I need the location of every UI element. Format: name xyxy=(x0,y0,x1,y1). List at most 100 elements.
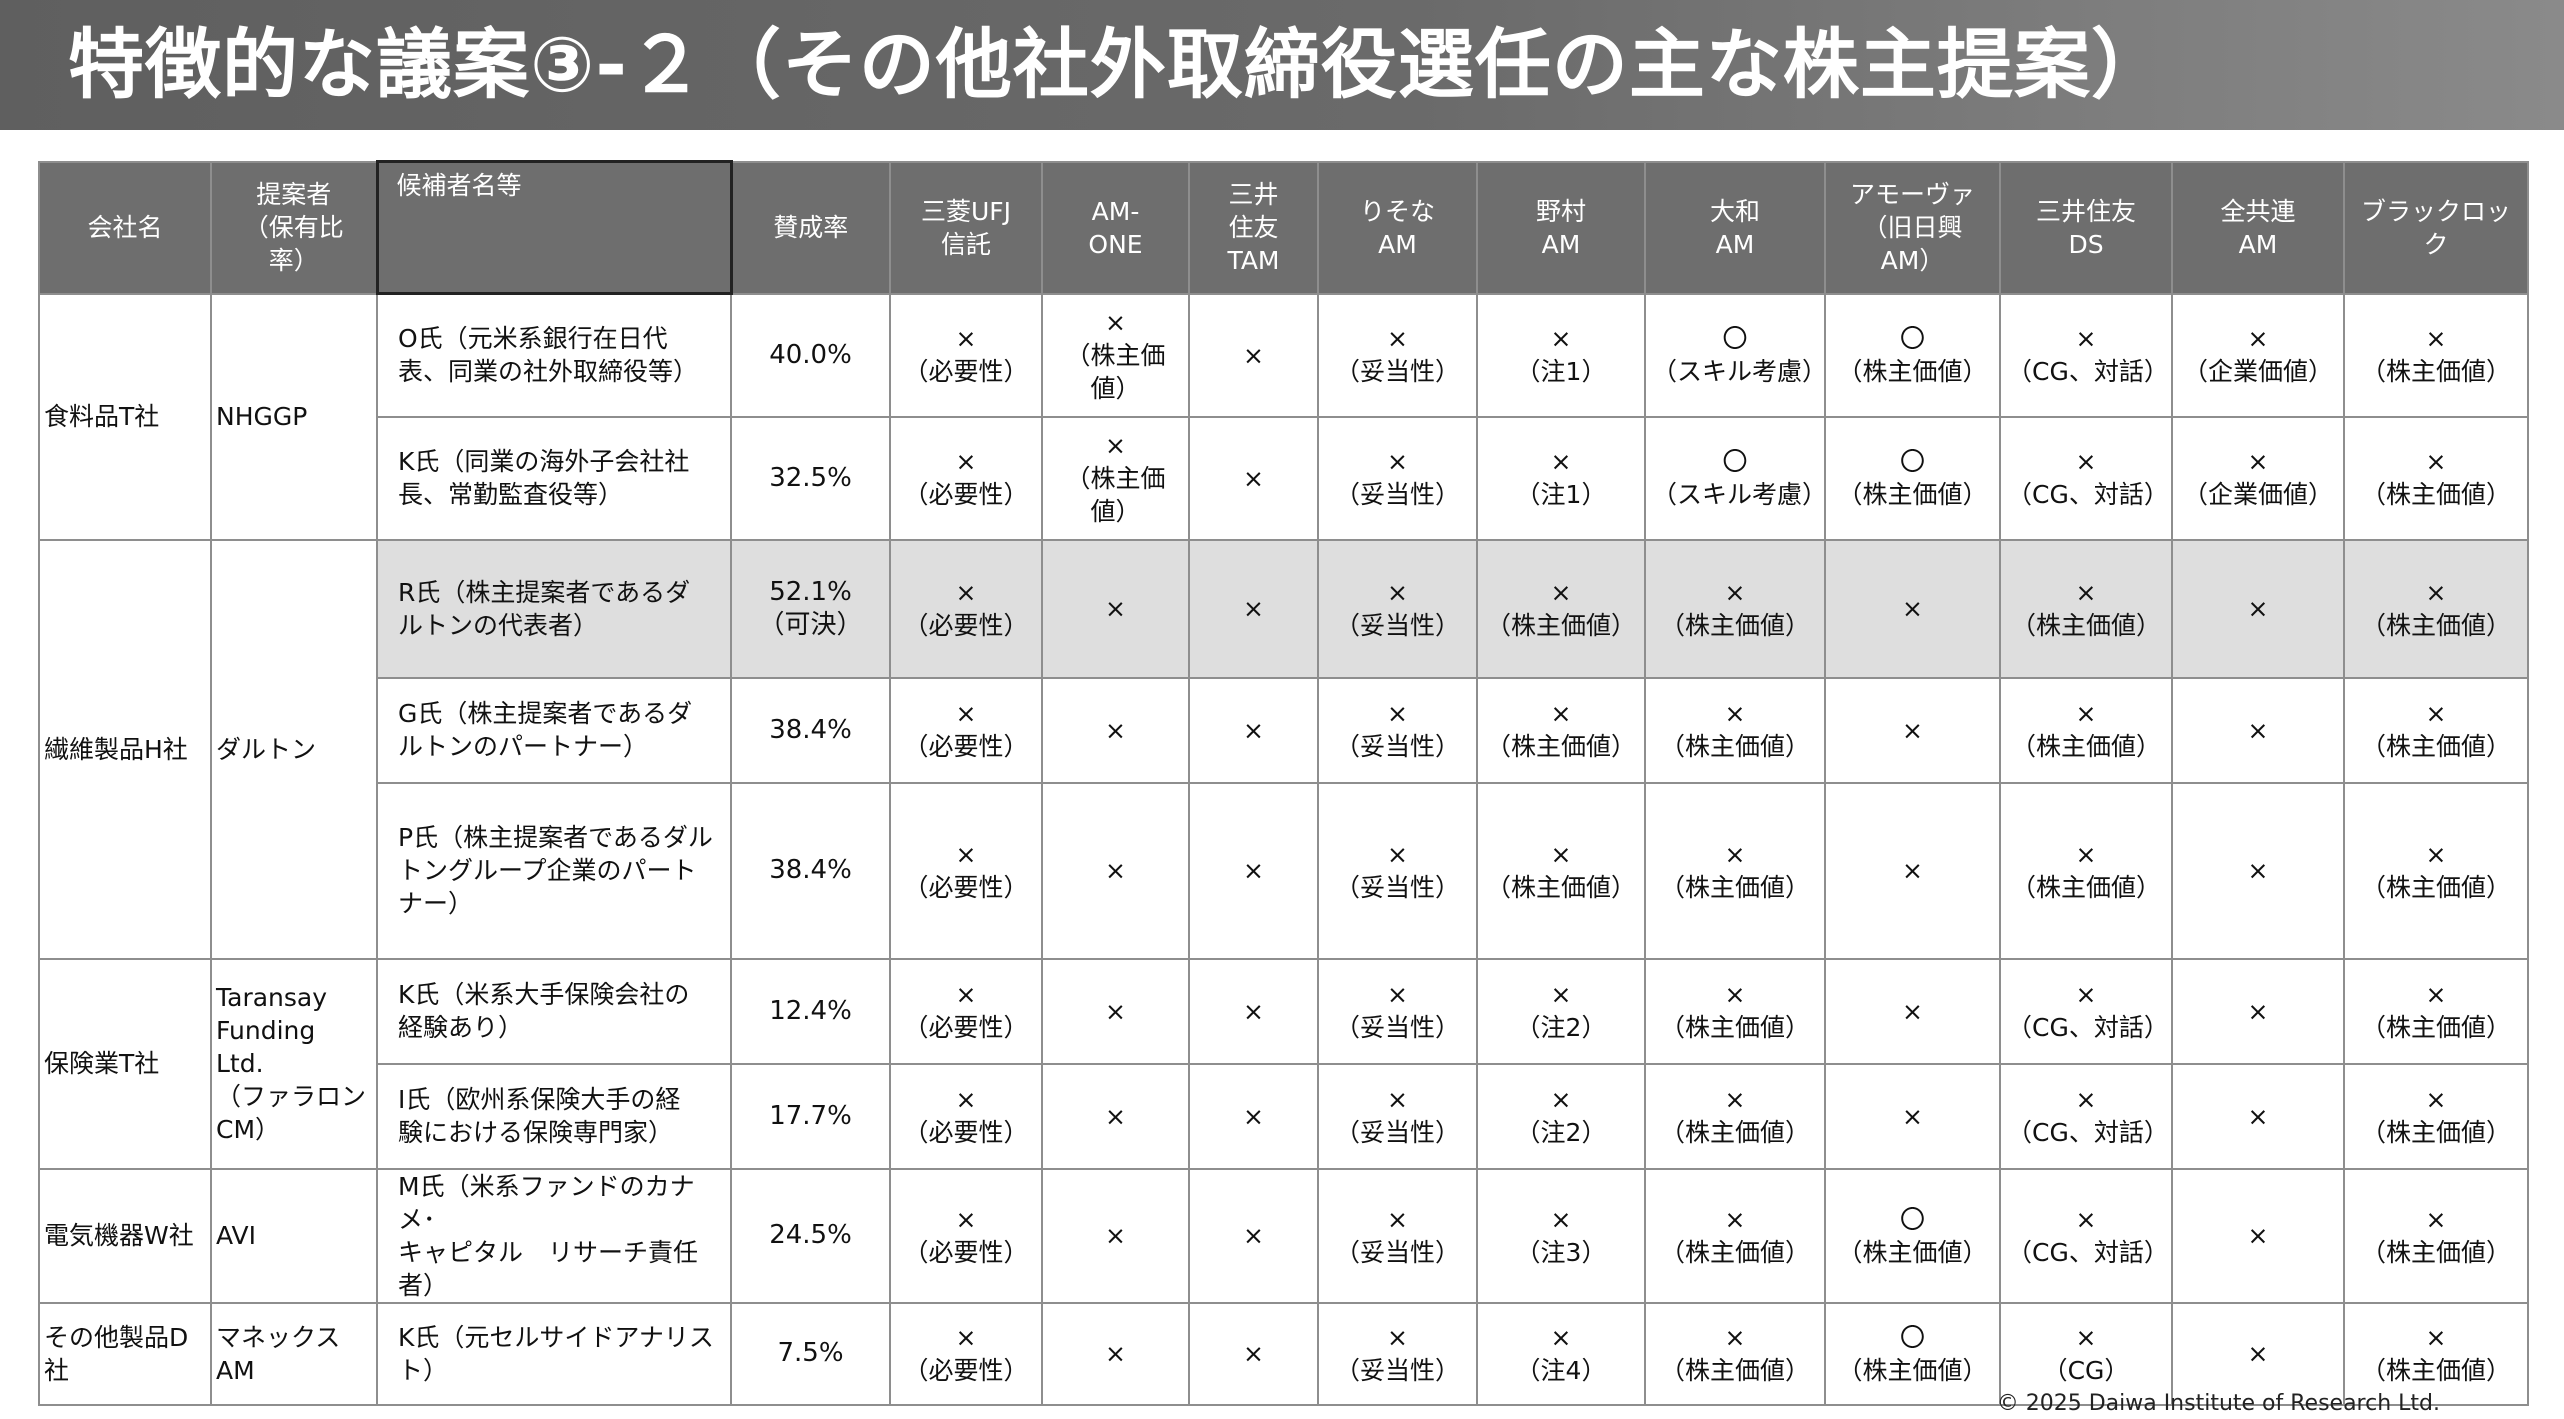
cell-line: （必要性） xyxy=(903,1237,1029,1267)
vote-cell: × （株主価値） xyxy=(1041,292,1190,418)
header-investor: 全共連 AM xyxy=(2171,160,2345,295)
vote-cell: × （必要性） xyxy=(889,292,1043,418)
cell-line: NHGGP xyxy=(216,402,308,431)
header-investor: りそな AM xyxy=(1317,160,1478,295)
cell-line: 三井 xyxy=(1228,180,1279,209)
header-investor: 三井住友 DS xyxy=(1999,160,2173,295)
cell-line: （必要性） xyxy=(903,1118,1029,1147)
vote-cell: × （CG、対話） xyxy=(1999,292,2173,418)
vote-cell: × （企業価値） xyxy=(2171,415,2345,541)
cell-line: × xyxy=(1105,1339,1126,1368)
page-title: 特徴的な議案③-２（その他社外取締役選任の主な株主提案） xyxy=(68,20,2168,109)
cell-line: × xyxy=(1243,856,1264,885)
cell-line: （株主価値） xyxy=(1659,1237,1810,1267)
cell-line: × xyxy=(1550,1085,1572,1114)
cell-line: （株主価値） xyxy=(1485,610,1636,640)
approval-rate-cell: 12.4% xyxy=(730,957,891,1065)
approval-rate-cell: 32.5% xyxy=(730,415,891,541)
cell-line: （CG、対話） xyxy=(2007,1118,2169,1147)
table-row: I氏（欧州系保険大手の経 験における保険専門家） 17.7% × （必要性） × × × （妥当… xyxy=(39,1062,2529,1170)
cell-line: （可決） xyxy=(758,609,863,640)
vote-cell: × （株主価値） xyxy=(2343,1167,2529,1304)
cell-line: × xyxy=(1105,1101,1126,1131)
cell-line: × xyxy=(1387,447,1408,476)
cell-line: （株主価値） xyxy=(2360,1237,2511,1267)
header-investor: 三菱UFJ 信託 xyxy=(889,160,1043,295)
vote-cell: × （株主価値） xyxy=(1644,781,1826,960)
vote-cell: × （株主価値） xyxy=(1476,538,1646,679)
cell-line: （株主価値） xyxy=(2360,1118,2511,1147)
cell-line: ルトンのパートナー） xyxy=(398,732,649,761)
cell-line: × xyxy=(955,980,977,1009)
cell-line: × xyxy=(2075,980,2097,1009)
cell-line: （株主価値） xyxy=(2360,357,2511,386)
cell-line: Taransay xyxy=(216,983,328,1012)
cell-line: ルトンの代表者） xyxy=(398,610,599,640)
vote-cell: × （株主価値） xyxy=(1041,415,1190,541)
cell-line: 率） xyxy=(268,246,319,275)
cell-line: × xyxy=(2247,1339,2269,1368)
candidate-cell: M氏（米系ファンドのカナメ･ キャピタル リサーチ責任者） xyxy=(376,1167,732,1304)
vote-cell: × （注3） xyxy=(1476,1167,1646,1304)
vote-cell: × xyxy=(1041,538,1190,679)
cell-line: 電気機器W社 xyxy=(44,1221,194,1250)
cell-line: 長、常勤監査役等） xyxy=(398,480,624,509)
vote-cell: × xyxy=(2171,676,2345,784)
cell-line: キャピタル リサーチ責任者） xyxy=(398,1237,699,1300)
cell-line: × xyxy=(2075,1204,2097,1234)
cell-line: × xyxy=(1387,324,1408,353)
cell-line: × xyxy=(1550,577,1572,607)
cell-line: AM xyxy=(2238,229,2278,259)
vote-cell: × （株主価値） xyxy=(1999,676,2173,784)
header-investor: アモーヴァ （旧日興 AM） xyxy=(1824,160,2001,295)
vote-cell: × （株主価値） xyxy=(1644,957,1826,1065)
vote-cell: × （株主価値） xyxy=(2343,1062,2529,1170)
cell-line: × xyxy=(1724,1322,1746,1352)
cell-line: × xyxy=(2075,699,2097,728)
approval-rate-cell: 40.0% xyxy=(730,292,891,418)
cell-line: × xyxy=(955,839,977,869)
vote-cell: × xyxy=(1824,1062,2001,1170)
cell-line: 38.4% xyxy=(769,855,852,885)
cell-line: × xyxy=(1387,699,1408,728)
company-name-cell: 食料品T社 xyxy=(38,292,212,541)
header-investor: 大和 AM xyxy=(1644,160,1826,295)
table-row: 繊維製品H社 ダルトン R氏（株主提案者であるダ ルトンの代表者） 52.1% （可決） ×… xyxy=(38,538,2529,960)
cell-line: K氏（米系大手保険会社の xyxy=(398,980,690,1009)
cell-line: （株主価値） xyxy=(1837,1355,1988,1385)
cell-line: （妥当性） xyxy=(1334,1013,1460,1042)
vote-cell: × （株主価値） xyxy=(2343,415,2529,541)
table-row: G氏（株主提案者であるダ ルトンのパートナー） 38.4% × （必要性） × × × （妥当性… xyxy=(39,676,2529,784)
cell-line: × xyxy=(1387,577,1408,607)
vote-cell: × （妥当性） xyxy=(1317,292,1478,418)
cell-line: AM xyxy=(1715,229,1755,259)
cell-line: × xyxy=(2425,1322,2447,1352)
cell-line: × xyxy=(955,577,977,607)
copyright-footer: © 2025 Daiwa Institute of Research Ltd. xyxy=(1996,1391,2440,1416)
cell-line: ダルトン xyxy=(216,734,317,764)
cell-line: （ファラロン xyxy=(216,1082,367,1111)
title-bar: 特徴的な議案③-２（その他社外取締役選任の主な株主提案） xyxy=(0,0,2564,130)
cell-line: （必要性） xyxy=(903,480,1029,509)
cell-line: M氏（米系ファンドのカナメ･ xyxy=(398,1171,695,1234)
candidate-cell: K氏（同業の海外子会社社 長、常勤監査役等） xyxy=(376,415,732,541)
cell-line: × xyxy=(1243,715,1264,745)
vote-cell: × （株主価値） xyxy=(2343,676,2529,784)
proposer-cell: Taransay Funding Ltd. （ファラロン CM） xyxy=(210,957,378,1170)
cell-line: （株主価値） xyxy=(1659,610,1810,640)
cell-line: × xyxy=(1902,856,1923,885)
cell-line: （注1） xyxy=(1515,480,1607,509)
cell-line: （株主価値） xyxy=(1065,340,1166,403)
cell-line: 候補者名等 xyxy=(396,171,522,200)
cell-line: × xyxy=(1387,839,1408,869)
cell-line: × xyxy=(955,1204,977,1234)
cell-line: （旧日興 xyxy=(1862,213,1963,242)
vote-cell: × （妥当性） xyxy=(1317,1062,1478,1170)
vote-cell: × xyxy=(2171,1167,2345,1304)
cell-line: AVI xyxy=(216,1221,256,1250)
cell-line: × xyxy=(1724,577,1746,607)
cell-line: （CG、対話） xyxy=(2007,1237,2169,1267)
cell-line: × xyxy=(1105,856,1126,885)
company-name-cell: その他製品D社 xyxy=(38,1301,212,1406)
cell-line: 〇 xyxy=(1899,324,1925,353)
